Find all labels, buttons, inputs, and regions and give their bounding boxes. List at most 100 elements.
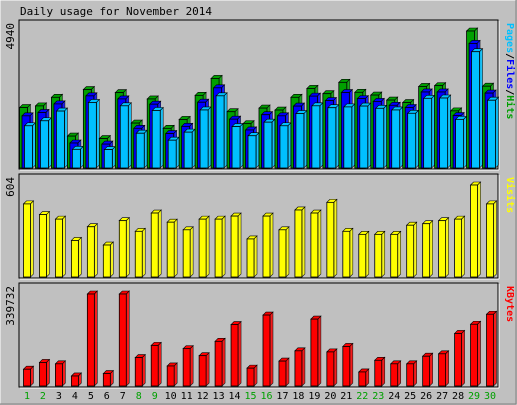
x-tick-label-day-26: 26 — [420, 391, 432, 402]
hits-legend: Pages/Files/Hits — [504, 23, 516, 119]
kbytes-bar-kbytes-day-30 — [485, 310, 498, 387]
hits-bar-pages-day-19 — [311, 102, 324, 169]
kbytes-panel: 339732 KBytes — [4, 282, 515, 389]
hits-panel: 4940 Pages/Files/Hits — [4, 19, 516, 171]
x-tick-label-day-2: 2 — [40, 391, 46, 402]
kbytes-bar-kbytes-day-4 — [70, 372, 83, 387]
kbytes-bar-kbytes-day-20 — [326, 348, 338, 387]
visits-bar-visits-day-20 — [326, 198, 338, 278]
kbytes-bar-kbytes-day-3 — [54, 360, 67, 387]
hits-bar-pages-day-7 — [119, 102, 133, 169]
visits-bar-visits-day-11 — [182, 226, 194, 278]
kbytes-bar-kbytes-day-24 — [389, 360, 402, 387]
visits-bar-visits-day-15 — [246, 235, 258, 278]
hits-bar-pages-day-30 — [486, 96, 500, 169]
kbytes-bar-kbytes-day-9 — [150, 341, 162, 387]
x-tick-label-day-20: 20 — [324, 391, 336, 402]
visits-bar-visits-day-14 — [230, 212, 242, 278]
hits-bar-pages-day-3 — [55, 107, 69, 169]
hits-bar-pages-day-21 — [343, 103, 356, 169]
kbytes-bar-kbytes-day-12 — [198, 351, 210, 387]
visits-bar-visits-day-29 — [469, 181, 482, 278]
visits-panel: 604 Visits — [4, 173, 516, 280]
x-tick-label-day-6: 6 — [104, 391, 110, 402]
hits-bar-pages-day-22 — [359, 102, 372, 169]
visits-bar-visits-day-26 — [421, 219, 434, 278]
visits-bar-visits-day-6 — [102, 241, 115, 278]
kbytes-legend-kbytes: KBytes — [504, 286, 515, 322]
x-tick-label-day-13: 13 — [213, 391, 225, 402]
hits-bar-pages-day-15 — [247, 132, 260, 169]
x-tick-label-day-3: 3 — [56, 391, 62, 402]
visits-bar-visits-day-17 — [278, 226, 290, 278]
hits-bar-pages-day-11 — [183, 128, 196, 169]
visits-bar-visits-day-23 — [374, 230, 386, 278]
x-tick-label-day-30: 30 — [484, 391, 496, 402]
kbytes-bar-kbytes-day-13 — [214, 337, 226, 387]
kbytes-bar-kbytes-day-21 — [342, 342, 354, 387]
x-tick-label-day-8: 8 — [136, 391, 142, 402]
kbytes-bar-kbytes-day-15 — [246, 364, 258, 387]
visits-bar-visits-day-25 — [405, 221, 418, 278]
kbytes-bar-kbytes-day-18 — [294, 347, 306, 387]
chart-title: Daily usage for November 2014 — [20, 5, 212, 18]
x-tick-label-day-4: 4 — [72, 391, 78, 402]
x-tick-label-day-1: 1 — [24, 391, 30, 402]
hits-bar-pages-day-8 — [135, 129, 148, 169]
hits-legend-hits: Hits — [504, 95, 516, 119]
visits-bar-visits-day-5 — [86, 223, 99, 278]
hits-legend-files: Files — [504, 59, 516, 89]
hits-bar-pages-day-24 — [390, 106, 404, 169]
kbytes-bar-kbytes-day-2 — [38, 358, 51, 387]
visits-legend: Visits — [504, 177, 516, 213]
hits-bar-pages-day-10 — [167, 136, 180, 169]
hits-legend-separator: / — [504, 53, 515, 59]
visits-bar-visits-day-21 — [342, 227, 354, 278]
kbytes-bar-kbytes-day-10 — [166, 362, 178, 387]
hits-bar-pages-day-13 — [215, 92, 228, 169]
x-tick-label-day-25: 25 — [404, 391, 416, 402]
kbytes-bar-kbytes-day-5 — [86, 290, 99, 387]
hits-bar-pages-day-14 — [231, 122, 244, 169]
hits-legend-separator: / — [504, 89, 515, 95]
x-tick-label-day-10: 10 — [165, 391, 177, 402]
x-tick-label-day-11: 11 — [181, 391, 193, 402]
hits-bar-pages-day-27 — [438, 94, 452, 169]
hits-bar-pages-day-2 — [39, 117, 53, 169]
x-tick-label-day-19: 19 — [308, 391, 320, 402]
kbytes-bar-kbytes-day-27 — [437, 350, 450, 387]
hits-bar-pages-day-16 — [263, 118, 276, 169]
hits-bar-pages-day-18 — [295, 109, 308, 169]
visits-bar-visits-day-28 — [453, 215, 466, 278]
kbytes-bar-kbytes-day-8 — [134, 353, 146, 387]
x-tick-label-day-12: 12 — [197, 391, 209, 402]
kbytes-bar-kbytes-day-14 — [230, 320, 242, 387]
kbytes-legend: KBytes — [504, 286, 515, 322]
x-tick-label-day-24: 24 — [388, 391, 400, 402]
kbytes-bar-kbytes-day-22 — [358, 368, 370, 387]
visits-bar-visits-day-13 — [214, 215, 226, 278]
kbytes-bar-kbytes-day-1 — [22, 365, 35, 387]
visits-bar-visits-day-8 — [134, 227, 146, 278]
kbytes-bar-kbytes-day-16 — [262, 311, 274, 387]
visits-bar-visits-day-12 — [198, 215, 210, 278]
kbytes-bar-kbytes-day-19 — [310, 315, 322, 387]
hits-bar-pages-day-4 — [71, 145, 85, 169]
hits-legend-pages: Pages — [504, 23, 515, 53]
kbytes-bar-kbytes-day-7 — [118, 290, 131, 387]
kbytes-bar-kbytes-day-17 — [278, 357, 290, 387]
hits-bar-pages-day-28 — [454, 115, 468, 169]
hits-bar-pages-day-26 — [422, 94, 436, 169]
hits-bar-pages-day-17 — [279, 122, 292, 169]
visits-legend-visits: Visits — [504, 177, 516, 213]
visits-bar-visits-day-2 — [38, 210, 51, 278]
kbytes-plot-area — [18, 282, 499, 388]
x-tick-label-day-15: 15 — [244, 391, 256, 402]
visits-bar-visits-day-3 — [54, 215, 67, 278]
kbytes-bar-kbytes-day-29 — [469, 320, 482, 387]
x-axis-day-labels: 1 2 3 4 5 6 7 8 9 10 11 12 13 14 15 16 17 18 19 20 21 22 23 24 2… — [24, 391, 496, 402]
hits-bar-pages-day-29 — [470, 47, 484, 169]
kbytes-ymax-label: 339732 — [4, 286, 17, 326]
